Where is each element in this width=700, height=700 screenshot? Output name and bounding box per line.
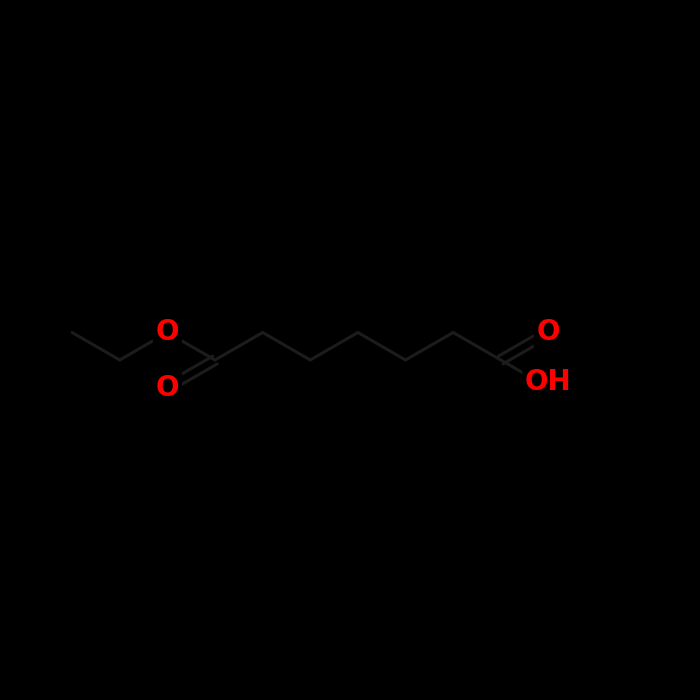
Text: O: O	[155, 374, 179, 402]
Text: O: O	[537, 318, 560, 346]
Text: O: O	[155, 318, 179, 346]
Text: OH: OH	[525, 368, 572, 396]
